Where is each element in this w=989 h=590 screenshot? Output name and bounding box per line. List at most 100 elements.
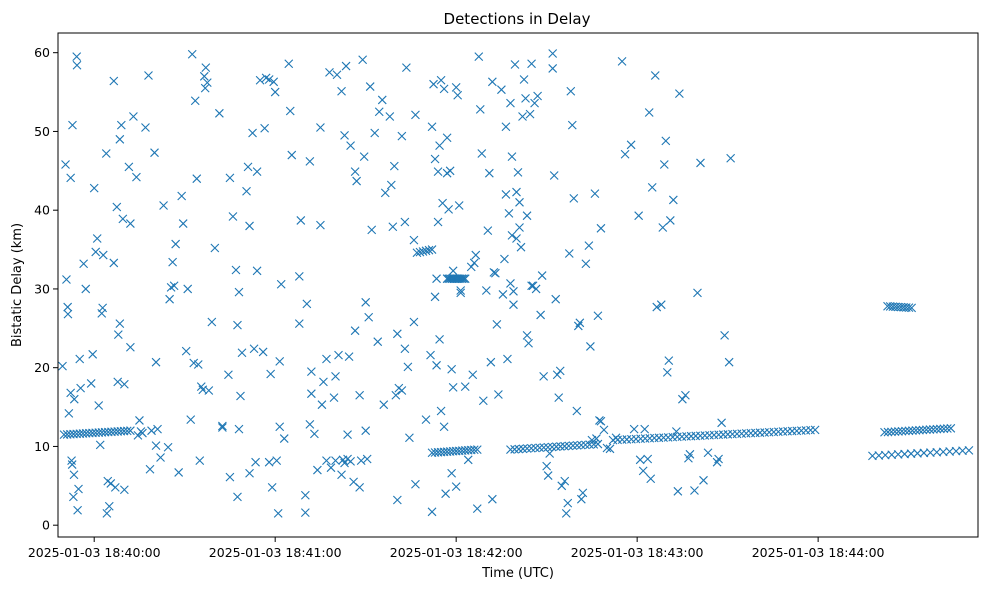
data-point (964, 445, 974, 455)
data-point (659, 160, 669, 169)
data-point (525, 109, 535, 119)
data-point (507, 230, 517, 240)
data-point (113, 377, 123, 387)
data-point (317, 400, 327, 410)
data-point (890, 427, 900, 437)
data-point (652, 302, 662, 312)
data-point (89, 183, 99, 193)
data-point (373, 337, 383, 347)
data-point (204, 386, 214, 395)
data-point (564, 441, 574, 451)
data-point (596, 223, 606, 233)
data-point (572, 406, 582, 416)
data-point (442, 133, 452, 143)
data-point (340, 130, 349, 140)
data-point (904, 426, 914, 436)
data-point (334, 350, 343, 360)
data-point (355, 482, 365, 492)
data-point (266, 369, 276, 379)
data-point (110, 482, 120, 492)
data-point (929, 424, 938, 434)
data-point (264, 75, 274, 84)
data-point (524, 338, 533, 348)
data-point (602, 443, 612, 453)
data-point (484, 168, 494, 178)
data-point (634, 211, 644, 221)
data-point (275, 356, 285, 366)
data-point (306, 367, 316, 377)
data-point (392, 495, 402, 505)
data-point (397, 386, 407, 395)
data-point (389, 161, 399, 171)
data-point (946, 423, 956, 433)
data-point (252, 167, 262, 176)
data-point (63, 309, 73, 319)
data-point (361, 426, 371, 436)
data-point (460, 274, 470, 284)
data-point (192, 174, 202, 184)
data-point (533, 91, 542, 101)
data-point (61, 160, 70, 169)
data-point (225, 472, 235, 482)
data-point (294, 319, 304, 328)
data-point (935, 424, 945, 434)
data-point (151, 357, 161, 367)
data-point (392, 329, 402, 339)
data-point (242, 186, 251, 196)
data-point (907, 303, 917, 313)
data-point (362, 454, 372, 464)
data-point (364, 312, 374, 322)
data-point (287, 150, 297, 160)
data-point (69, 470, 79, 480)
data-point (95, 440, 105, 450)
data-point (279, 434, 289, 443)
data-point (531, 284, 541, 294)
data-point (471, 250, 481, 260)
data-point (554, 393, 564, 403)
data-point (113, 330, 123, 340)
data-point (535, 443, 545, 453)
data-point (86, 379, 96, 388)
data-point (411, 110, 420, 120)
data-point (522, 444, 532, 453)
data-point (174, 468, 184, 477)
data-point (644, 108, 654, 117)
data-point (661, 136, 671, 146)
y-tick-label: 40 (34, 203, 50, 218)
data-point (673, 486, 683, 496)
y-tick-label: 10 (34, 439, 50, 454)
data-point (720, 331, 730, 340)
data-point (509, 300, 518, 310)
data-point (522, 331, 532, 340)
data-point (448, 382, 458, 392)
data-point (169, 281, 179, 291)
data-point (543, 442, 553, 452)
data-point (453, 90, 463, 100)
data-point (433, 217, 443, 227)
data-point (514, 444, 524, 454)
data-point (397, 131, 407, 141)
data-point (472, 504, 482, 514)
data-point (66, 388, 76, 398)
data-point (447, 468, 457, 478)
data-point (521, 93, 530, 103)
data-point (566, 86, 576, 96)
data-point (643, 454, 653, 464)
data-point (515, 197, 524, 207)
data-point (439, 84, 449, 94)
data-point (116, 120, 126, 130)
data-point (880, 427, 889, 437)
data-point (439, 422, 449, 432)
data-point (510, 444, 520, 454)
data-point (350, 167, 360, 176)
data-point (593, 311, 603, 321)
data-point (346, 457, 355, 466)
data-point (516, 242, 526, 252)
data-point (887, 427, 896, 437)
data-point (135, 416, 144, 425)
x-tick-label: 2025-01-03 18:42:00 (390, 545, 523, 560)
data-point (581, 440, 590, 450)
data-point (258, 347, 268, 357)
data-point (662, 368, 672, 377)
data-point (568, 441, 578, 451)
